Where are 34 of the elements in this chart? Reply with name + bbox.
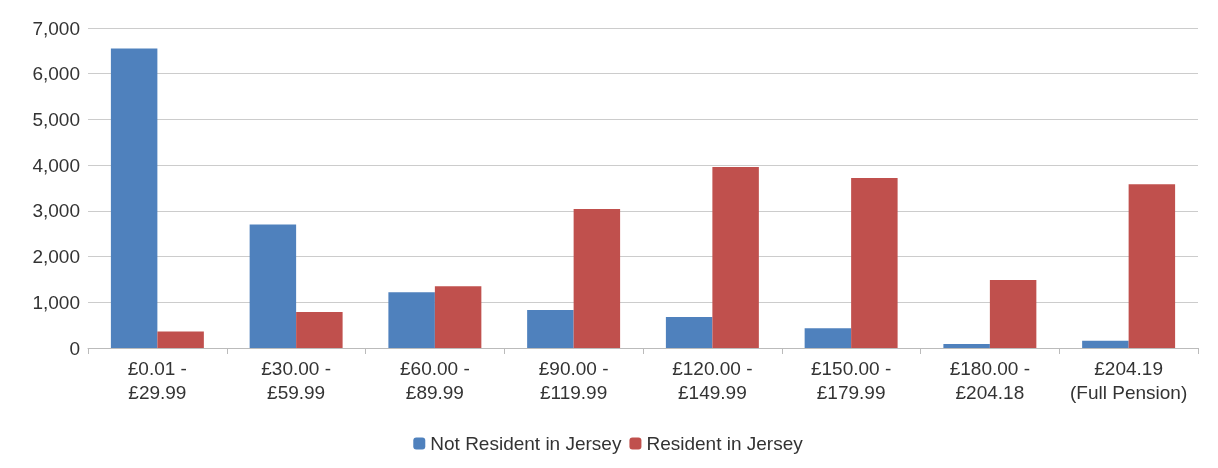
y-tick-label: 1,000 bbox=[32, 291, 80, 313]
x-tick-label: £30.00 - £59.99 bbox=[261, 357, 331, 403]
x-tick-label: £0.01 - £29.99 bbox=[127, 357, 187, 403]
x-tick-label: £60.00 - £89.99 bbox=[400, 357, 470, 403]
x-tick-label: £180.00 - £204.18 bbox=[949, 357, 1031, 403]
y-tick-label: 7,000 bbox=[32, 17, 80, 39]
bar bbox=[989, 279, 1037, 348]
bar bbox=[573, 209, 621, 348]
bar bbox=[110, 48, 158, 348]
y-tick-label: 4,000 bbox=[32, 154, 80, 176]
legend-label: Resident in Jersey bbox=[646, 433, 804, 454]
bar bbox=[388, 292, 435, 348]
bar bbox=[527, 310, 574, 348]
y-tick-label: 5,000 bbox=[32, 108, 80, 130]
bar bbox=[804, 328, 852, 348]
bar bbox=[1082, 340, 1129, 348]
bar bbox=[712, 166, 759, 348]
bar bbox=[157, 331, 204, 348]
x-tick-label: £120.00 - £149.99 bbox=[672, 357, 753, 403]
bar bbox=[943, 343, 990, 348]
x-tick-label: £150.00 - £179.99 bbox=[810, 357, 892, 403]
bar bbox=[249, 224, 297, 348]
bar bbox=[665, 316, 713, 348]
y-tick-label: 3,000 bbox=[32, 200, 80, 222]
bar bbox=[296, 311, 343, 348]
y-tick-label: 0 bbox=[69, 337, 80, 359]
bar bbox=[851, 177, 898, 348]
bar bbox=[1128, 184, 1176, 348]
y-tick-label: 2,000 bbox=[32, 246, 80, 268]
y-tick-label: 6,000 bbox=[32, 63, 80, 85]
x-tick-label: £90.00 - £119.99 bbox=[538, 357, 609, 403]
bar bbox=[434, 286, 482, 348]
x-tick-label: £204.19 (Full Pension) bbox=[1070, 357, 1188, 403]
legend-label: Not Resident in Jersey bbox=[430, 433, 622, 454]
